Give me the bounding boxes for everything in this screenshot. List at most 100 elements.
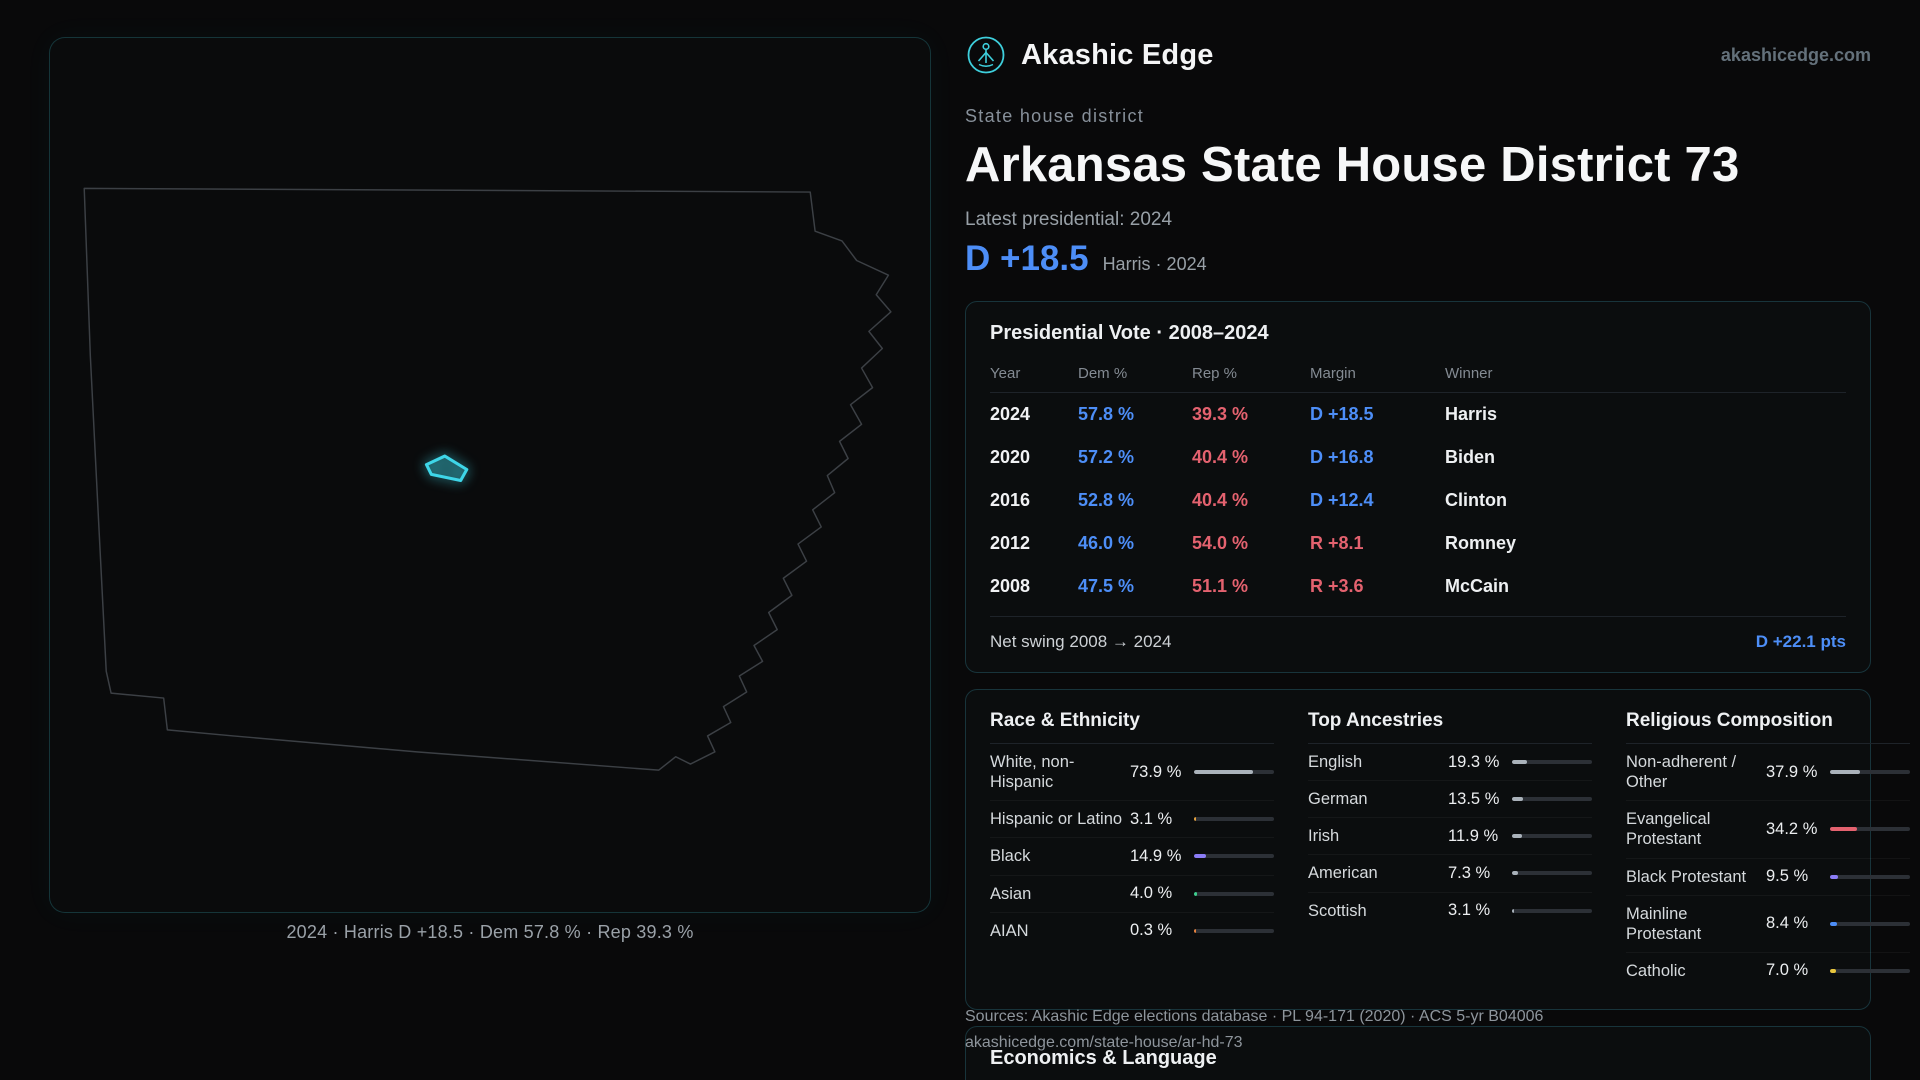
latest-presidential-label: Latest presidential: 2024 (965, 209, 1173, 230)
religion-value: 9.5 % (1766, 867, 1809, 886)
ancestry-label: Irish (1308, 827, 1340, 846)
race-value: 4.0 % (1130, 884, 1173, 903)
dem-share-cell: 57.8 % (1078, 404, 1135, 424)
bar-track (1194, 928, 1274, 933)
bar-track (1512, 908, 1592, 913)
topbar: Akashic Edge akashicedge.com (965, 34, 1871, 76)
ancestry-label: American (1308, 864, 1378, 883)
list-item: Irish 11.9 % (1308, 818, 1592, 856)
bar-track (1194, 854, 1274, 859)
brand-name: Akashic Edge (1021, 38, 1214, 71)
rep-share-cell: 40.4 % (1192, 447, 1249, 467)
winner-cell: Biden (1445, 447, 1496, 467)
margin-cell: D +18.5 (1310, 404, 1374, 424)
bar-track (1830, 968, 1910, 973)
headline-margin: D +18.5 (965, 239, 1089, 278)
list-item: Evangelical Protestant 34.2 % (1626, 801, 1910, 859)
district-73-shape (424, 454, 469, 483)
dem-share-cell: 57.2 % (1078, 447, 1135, 467)
presidential-vote-card: Presidential Vote · 2008–2024 Year Dem %… (965, 301, 1871, 673)
list-item: Mainline Protestant 8.4 % (1626, 896, 1910, 953)
top-ancestries-column: Top Ancestries English 19.3 % German 13.… (1308, 710, 1592, 989)
content-column: Akashic Edge akashicedge.com State house… (965, 0, 1910, 1080)
race-label: Black (990, 847, 1031, 866)
bar-track (1512, 797, 1592, 802)
race-value: 73.9 % (1130, 762, 1182, 781)
list-item: White, non-Hispanic 73.9 % (990, 744, 1274, 802)
margin-cell: D +16.8 (1310, 447, 1374, 467)
akashic-edge-logo-icon[interactable] (965, 34, 1007, 76)
bar-fill (1830, 827, 1858, 832)
net-swing-label: Net swing 2008 → 2024 (990, 632, 1172, 651)
arkansas-map (83, 187, 892, 771)
table-row: 2008 47.5 % 51.1 % R +3.6 McCain (990, 565, 1846, 608)
table-row: 2012 46.0 % 54.0 % R +8.1 Romney (990, 522, 1846, 565)
religion-label: Non-adherent / Other (1626, 753, 1737, 792)
year-cell: 2008 (990, 576, 1031, 596)
economics-card-title: Economics & Language (990, 1047, 1217, 1069)
dem-share-cell: 52.8 % (1078, 490, 1135, 510)
year-cell: 2016 (990, 490, 1031, 510)
list-item: Catholic 7.0 % (1626, 953, 1910, 989)
sources-line: Sources: Akashic Edge elections database… (965, 1008, 1544, 1025)
religion-value: 34.2 % (1766, 819, 1818, 838)
page-title: Arkansas State House District 73 (965, 138, 1740, 192)
rep-share-cell: 51.1 % (1192, 576, 1249, 596)
bar-fill (1830, 968, 1836, 973)
rep-share-cell: 54.0 % (1192, 533, 1249, 553)
religion-label: Catholic (1626, 961, 1686, 980)
winner-cell: McCain (1445, 576, 1510, 596)
bar-fill (1194, 817, 1197, 822)
list-item: Asian 4.0 % (990, 876, 1274, 913)
list-item: Black Protestant 9.5 % (1626, 859, 1910, 896)
bar-track (1830, 921, 1910, 926)
winner-cell: Harris (1445, 404, 1498, 424)
permalink[interactable]: akashicedge.com/state-house/ar-hd-73 (965, 1033, 1243, 1051)
bar-fill (1512, 760, 1528, 765)
footer-sources: Sources: Akashic Edge elections database… (965, 1004, 1543, 1056)
table-row: 2016 52.8 % 40.4 % D +12.4 Clinton (990, 479, 1846, 522)
ancestry-value: 3.1 % (1448, 901, 1491, 920)
religion-label: Black Protestant (1626, 867, 1747, 886)
ancestry-label: Scottish (1308, 901, 1367, 920)
bar-fill (1512, 908, 1515, 913)
list-item: English 19.3 % (1308, 744, 1592, 782)
year-cell: 2020 (990, 447, 1031, 467)
list-item: AIAN 0.3 % (990, 913, 1274, 949)
race-value: 0.3 % (1130, 921, 1173, 940)
race-value: 14.9 % (1130, 846, 1182, 865)
religion-value: 7.0 % (1766, 961, 1809, 980)
race-label: AIAN (990, 921, 1029, 940)
year-cell: 2024 (990, 404, 1031, 424)
religious-composition-title: Religious Composition (1626, 710, 1910, 744)
bar-fill (1830, 874, 1838, 879)
table-row: 2020 57.2 % 40.4 % D +16.8 Biden (990, 436, 1846, 479)
ancestry-value: 13.5 % (1448, 789, 1500, 808)
bar-fill (1194, 854, 1206, 859)
net-swing-value: D +22.1 pts (1755, 632, 1846, 651)
margin-cell: R +3.6 (1310, 576, 1364, 596)
bar-fill (1830, 770, 1861, 775)
religious-composition-column: Religious Composition Non-adherent / Oth… (1626, 710, 1910, 989)
col-margin: Margin (1310, 365, 1356, 382)
rep-share-cell: 39.3 % (1192, 404, 1249, 424)
religion-value: 8.4 % (1766, 914, 1809, 933)
brand[interactable]: Akashic Edge (965, 34, 1214, 76)
arkansas-state-outline (83, 187, 892, 771)
bar-track (1830, 770, 1910, 775)
list-item: Scottish 3.1 % (1308, 893, 1592, 929)
race-ethnicity-title: Race & Ethnicity (990, 710, 1274, 744)
year-cell: 2012 (990, 533, 1031, 553)
list-item: German 13.5 % (1308, 781, 1592, 819)
bar-fill (1512, 871, 1518, 876)
presidential-table: Year Dem % Rep % Margin Winner 2024 57.8… (990, 357, 1846, 608)
bar-track (1512, 834, 1592, 839)
rep-share-cell: 40.4 % (1192, 490, 1249, 510)
bar-track (1830, 874, 1910, 879)
col-dem: Dem % (1078, 365, 1128, 382)
brand-domain-link[interactable]: akashicedge.com (1720, 44, 1871, 65)
margin-cell: D +12.4 (1310, 490, 1374, 510)
headline-margin-row: D +18.5 Harris · 2024 (965, 239, 1871, 279)
bar-fill (1194, 928, 1196, 933)
headline-detail: Harris · 2024 (1102, 254, 1207, 274)
